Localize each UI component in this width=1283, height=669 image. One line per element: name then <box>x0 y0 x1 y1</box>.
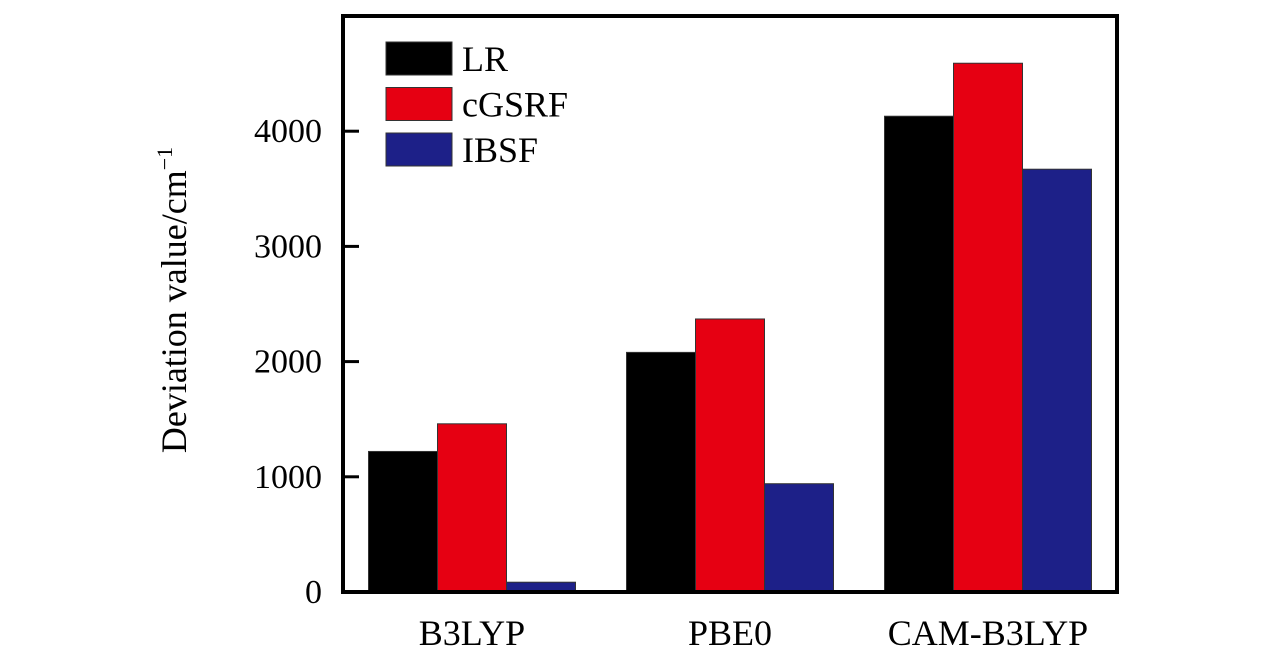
legend-swatch-cgsrf <box>385 87 453 121</box>
bar-lr-b3lyp <box>368 450 438 593</box>
y-tick-label: 4000 <box>254 113 322 150</box>
legend-label-ibsf: IBSF <box>462 130 538 170</box>
bar-lr-cam-b3lyp <box>884 115 954 593</box>
x-tick-label: CAM-B3LYP <box>888 613 1088 653</box>
y-axis-title: Deviation value/cm−1 <box>152 147 194 453</box>
bar-lr-pbe0 <box>626 351 696 593</box>
bars-group <box>368 62 1092 593</box>
y-tick-label: 1000 <box>254 459 322 496</box>
y-tick-label: 2000 <box>254 344 322 381</box>
legend-swatch-ibsf <box>385 132 453 167</box>
plot-frame <box>341 14 1119 594</box>
x-tick-label: PBE0 <box>688 613 772 653</box>
bar-ibsf-cam-b3lyp <box>1022 168 1092 593</box>
x-tick-label: B3LYP <box>419 613 525 653</box>
y-tick-label: 3000 <box>254 228 322 265</box>
x-axis: B3LYP PBE0 CAM-B3LYP <box>419 613 1088 653</box>
legend-label-lr: LR <box>462 39 508 79</box>
legend-label-cgsrf: cGSRF <box>462 85 568 125</box>
y-axis: 0 1000 2000 3000 4000 <box>254 113 359 611</box>
legend-swatch-lr <box>385 41 453 76</box>
y-tick-label: 0 <box>305 574 322 611</box>
legend: LR cGSRF IBSF <box>385 39 568 170</box>
bar-cgsrf-pbe0 <box>695 318 765 593</box>
bar-cgsrf-cam-b3lyp <box>953 62 1023 593</box>
bar-cgsrf-b3lyp <box>437 423 507 593</box>
bar-ibsf-pbe0 <box>764 483 834 593</box>
